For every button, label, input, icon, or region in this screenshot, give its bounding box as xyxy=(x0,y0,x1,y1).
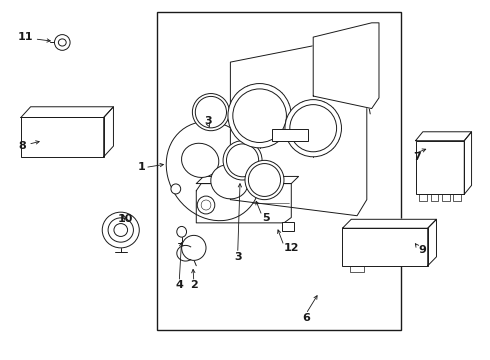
Bar xyxy=(21,117,104,157)
Text: 2: 2 xyxy=(190,280,198,291)
Ellipse shape xyxy=(201,200,211,210)
Bar xyxy=(65,120,76,154)
Text: 12: 12 xyxy=(284,243,299,253)
Bar xyxy=(81,120,93,154)
Text: 5: 5 xyxy=(262,212,270,222)
Text: 11: 11 xyxy=(18,32,33,42)
Text: 7: 7 xyxy=(413,152,421,162)
Text: 4: 4 xyxy=(175,280,183,291)
Polygon shape xyxy=(313,23,379,109)
Ellipse shape xyxy=(245,160,284,200)
Polygon shape xyxy=(428,219,437,266)
Ellipse shape xyxy=(223,141,262,180)
Polygon shape xyxy=(416,132,471,141)
Ellipse shape xyxy=(248,163,281,197)
Text: 9: 9 xyxy=(418,245,426,255)
Ellipse shape xyxy=(177,226,187,237)
Ellipse shape xyxy=(182,143,219,177)
Bar xyxy=(157,12,401,330)
Polygon shape xyxy=(21,107,114,117)
Ellipse shape xyxy=(171,184,181,194)
Bar xyxy=(416,141,464,194)
Ellipse shape xyxy=(226,144,259,177)
Text: 6: 6 xyxy=(302,312,310,323)
Ellipse shape xyxy=(197,196,215,214)
Ellipse shape xyxy=(228,84,291,148)
Ellipse shape xyxy=(285,100,342,157)
Ellipse shape xyxy=(182,235,206,260)
Bar xyxy=(431,194,439,201)
Ellipse shape xyxy=(193,94,229,131)
Ellipse shape xyxy=(211,165,248,199)
Text: 3: 3 xyxy=(205,116,212,126)
Polygon shape xyxy=(104,107,114,157)
Polygon shape xyxy=(196,184,291,223)
Text: 3: 3 xyxy=(234,252,242,262)
Bar xyxy=(419,194,427,201)
Polygon shape xyxy=(196,176,298,184)
Text: 8: 8 xyxy=(18,141,26,151)
Bar xyxy=(282,222,294,231)
Polygon shape xyxy=(464,132,471,194)
Ellipse shape xyxy=(233,89,287,143)
Bar xyxy=(31,120,43,154)
Ellipse shape xyxy=(58,39,66,46)
Bar xyxy=(343,228,428,266)
Text: 10: 10 xyxy=(118,214,133,224)
Ellipse shape xyxy=(196,96,226,128)
Ellipse shape xyxy=(166,121,260,221)
Bar xyxy=(272,129,308,141)
Ellipse shape xyxy=(114,224,127,237)
Polygon shape xyxy=(230,37,367,216)
Ellipse shape xyxy=(290,105,337,152)
Ellipse shape xyxy=(54,35,70,50)
Bar xyxy=(350,266,365,272)
Bar xyxy=(453,194,461,201)
Bar xyxy=(442,194,450,201)
Text: 1: 1 xyxy=(137,162,145,172)
Ellipse shape xyxy=(102,212,139,248)
Bar xyxy=(48,120,60,154)
Ellipse shape xyxy=(108,218,133,242)
Polygon shape xyxy=(343,219,437,228)
